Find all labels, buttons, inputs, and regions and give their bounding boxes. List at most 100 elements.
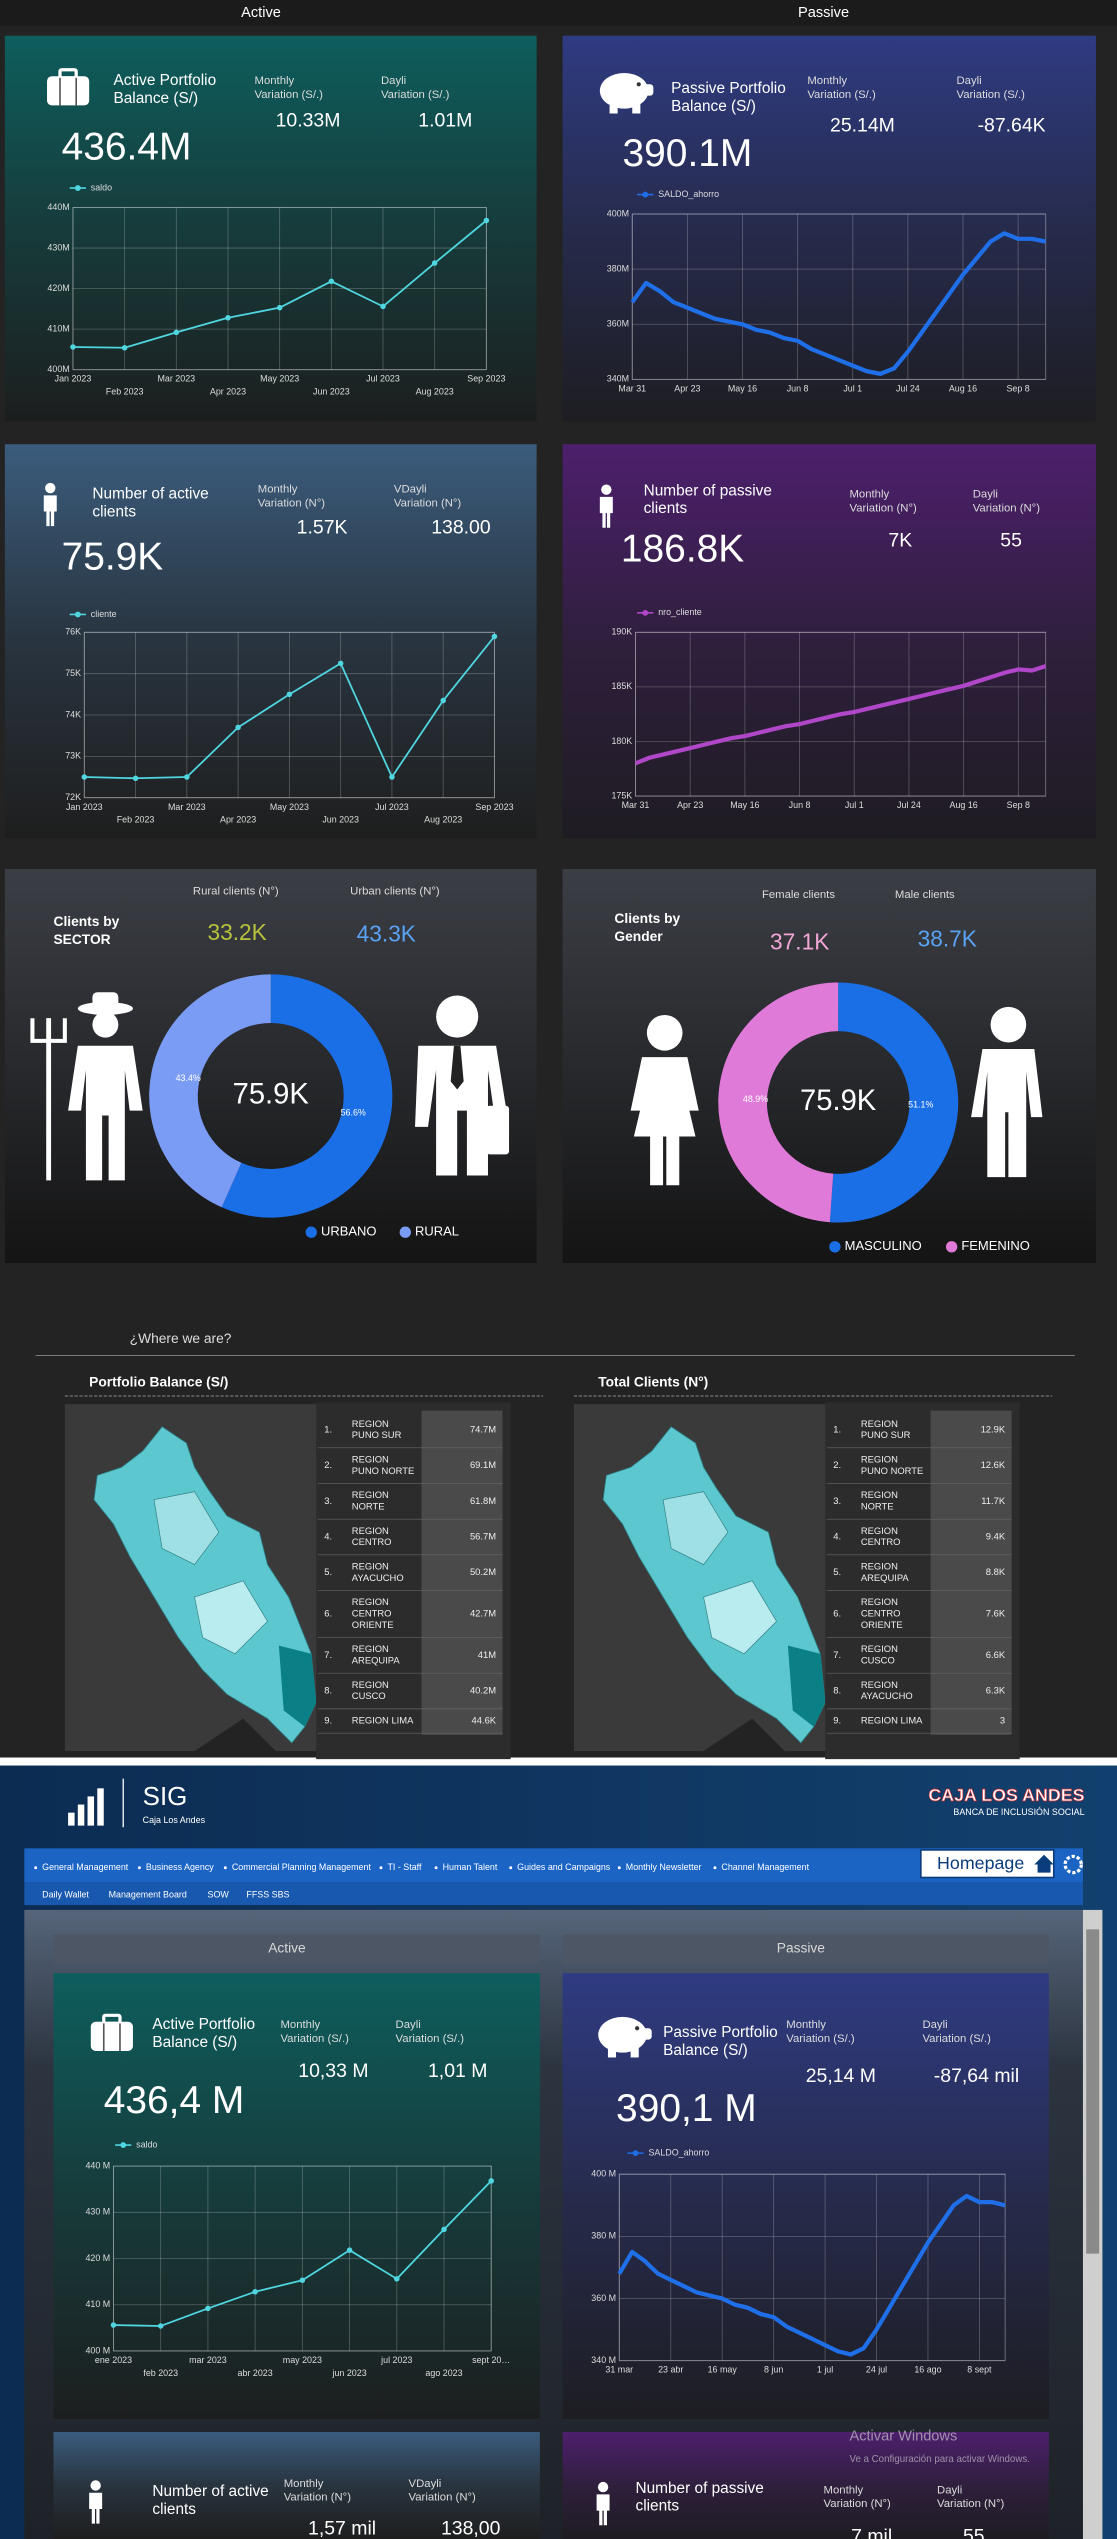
panel-title: Active Portfolio <box>152 2016 255 2033</box>
x-tick-label: ene 2023 <box>95 2355 132 2365</box>
panel-title: Number of passive <box>636 2480 764 2497</box>
data-label: 43.4% <box>176 1073 201 1083</box>
x-tick-label: Jul 24 <box>896 383 920 393</box>
table-cell: 8.8K <box>986 1566 1006 1577</box>
nav-item[interactable]: Business Agency <box>146 1862 214 1872</box>
nav-item[interactable]: Channel Management <box>721 1862 809 1872</box>
settings-icon[interactable] <box>1063 1854 1083 1875</box>
icon <box>415 1045 510 1176</box>
donut-slice <box>149 974 271 1208</box>
table-cell: PUNO NORTE <box>861 1465 923 1476</box>
x-tick-label: feb 2023 <box>143 2368 178 2378</box>
nav-item[interactable]: Management Board <box>109 1890 187 1900</box>
table-cell: 2. <box>833 1459 841 1470</box>
stat-label: Variation (N°) <box>409 2492 476 2504</box>
homepage-button[interactable]: Homepage <box>937 1853 1024 1873</box>
nav-bar <box>24 1882 1083 1906</box>
stat-label: Variation (N°) <box>850 502 917 514</box>
table-cell: 1. <box>324 1423 332 1434</box>
point <box>286 691 293 698</box>
nav-item[interactable]: TI - Staff <box>387 1862 422 1872</box>
nav-item[interactable]: General Management <box>42 1862 129 1872</box>
nav-item[interactable]: Monthly Newsletter <box>626 1862 702 1872</box>
icon <box>630 2046 639 2058</box>
table-cell: REGION <box>352 1525 389 1536</box>
table-cell: 8. <box>324 1685 332 1696</box>
point <box>389 774 395 780</box>
y-tick-label: 380 M <box>591 2231 616 2241</box>
separator <box>0 1757 1117 1766</box>
section-title: ¿Where we are? <box>130 1331 232 1346</box>
nav-item[interactable]: FFSS SBS <box>246 1890 289 1900</box>
panel-title: Balance (S/) <box>152 2034 237 2051</box>
nav-item[interactable]: Guides and Campaigns <box>517 1862 611 1872</box>
x-tick-label: sept 20… <box>472 2355 510 2365</box>
y-tick-label: 340M <box>607 374 629 384</box>
x-tick-label: 8 sept <box>967 2365 992 2375</box>
data-label: 56.6% <box>341 1108 366 1118</box>
nav-bullet <box>617 1866 621 1870</box>
panel <box>4 444 537 839</box>
nav-item[interactable]: Human Talent <box>443 1862 498 1872</box>
section-header <box>562 1934 1049 1964</box>
y-tick-label: 73K <box>65 751 81 761</box>
icon <box>599 496 613 528</box>
nav-item[interactable]: Commercial Planning Management <box>232 1862 372 1872</box>
panel <box>562 2431 1049 2539</box>
brand: CAJA LOS ANDES <box>928 1785 1084 1805</box>
x-tick-label: Sep 8 <box>1006 383 1029 393</box>
table-cell: 11.7K <box>981 1495 1006 1506</box>
kpi-value: 186.8K <box>621 528 744 571</box>
stat-value: 38.7K <box>918 925 977 951</box>
nav-item[interactable]: Daily Wallet <box>42 1890 89 1900</box>
table-cell: 7. <box>833 1649 841 1660</box>
stat-label: Variation (N°) <box>258 497 325 509</box>
section-header: Active <box>241 5 281 21</box>
watermark: Ve a Configuración para activar Windows. <box>850 2454 1030 2465</box>
icon <box>68 1812 75 1826</box>
legend-swatch <box>399 1226 411 1238</box>
legend-swatch <box>642 609 649 616</box>
brand-subtitle: BANCA DE INCLUSIÓN SOCIAL <box>953 1807 1084 1817</box>
table-cell: 4. <box>833 1531 841 1542</box>
x-tick-label: Mar 2023 <box>157 374 195 384</box>
point <box>483 217 490 224</box>
stat-label: Male clients <box>895 889 955 901</box>
y-tick-label: 420 M <box>85 2253 110 2263</box>
x-tick-label: Mar 2023 <box>168 802 206 812</box>
x-tick-label: Jul 2023 <box>375 802 409 812</box>
y-tick-label: 75K <box>65 668 81 678</box>
point <box>276 304 283 311</box>
stat-label: VDayli <box>394 484 427 496</box>
table-cell: REGION LIMA <box>352 1715 414 1726</box>
stat-label: Variation (S/.) <box>786 2033 855 2045</box>
nav-item[interactable]: SOW <box>208 1890 230 1900</box>
legend-label: cliente <box>91 609 117 619</box>
table-cell: REGION <box>861 1596 898 1607</box>
table-cell: REGION <box>352 1418 389 1429</box>
y-tick-label: 340 M <box>591 2355 616 2365</box>
point <box>380 303 386 310</box>
table-column <box>421 1410 503 1735</box>
table-cell: CENTRO <box>352 1608 392 1619</box>
logo-subtitle: Caja Los Andes <box>143 1815 206 1825</box>
table-cell: 1. <box>833 1423 841 1434</box>
x-tick-label: Mar 31 <box>618 383 646 393</box>
x-tick-label: 16 ago <box>914 2365 941 2375</box>
y-tick-label: 72K <box>65 792 81 802</box>
legend-label: FEMENINO <box>961 1238 1029 1253</box>
x-tick-label: 8 jun <box>764 2365 783 2375</box>
legend-swatch <box>829 1241 841 1253</box>
legend-swatch <box>120 2142 127 2148</box>
icon <box>636 82 641 87</box>
table-cell: REGION <box>861 1489 898 1500</box>
x-tick-label: Jul 1 <box>843 383 862 393</box>
legend-swatch <box>945 1241 958 1253</box>
header-strip <box>0 0 1117 26</box>
point <box>394 2276 400 2282</box>
stat-label: Dayli <box>937 2484 962 2496</box>
homepage-button[interactable] <box>920 1849 1055 1879</box>
x-tick-label: May 16 <box>730 800 759 810</box>
y-tick-label: 400 M <box>591 2169 616 2179</box>
x-tick-label: Jun 2023 <box>322 815 359 825</box>
